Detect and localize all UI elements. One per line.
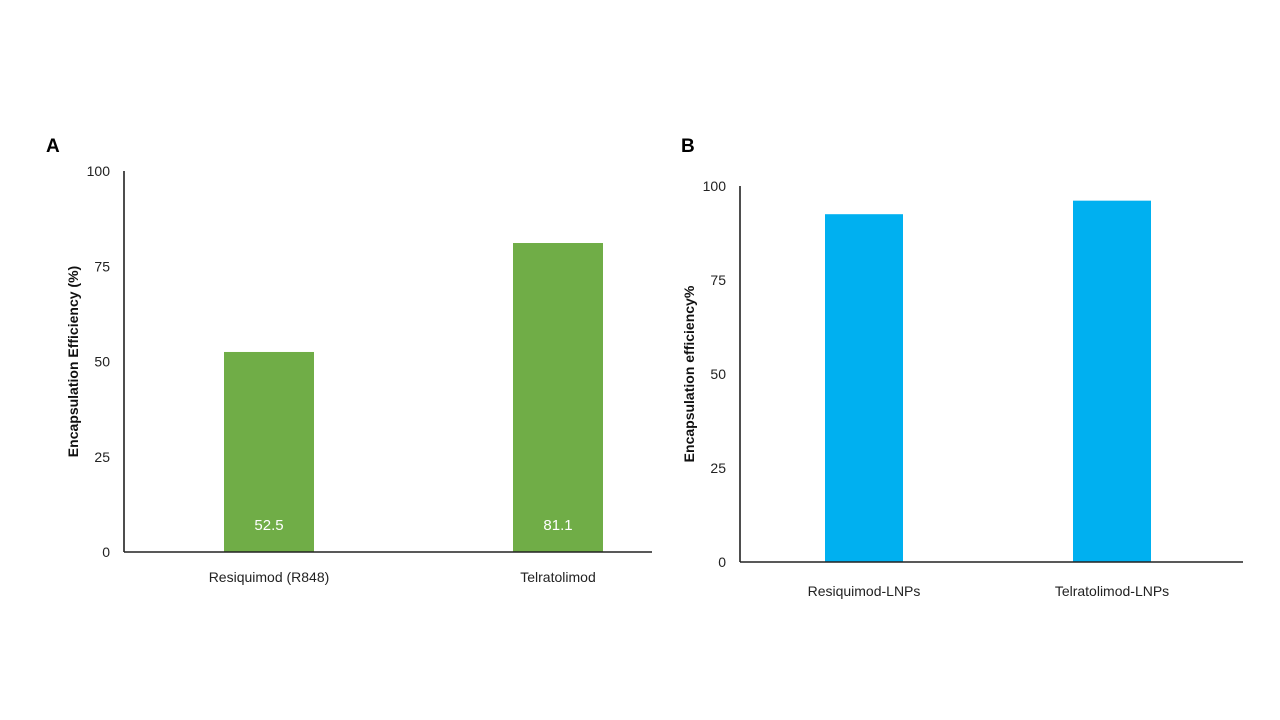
panel-b-category-label: Telratolimod-LNPs — [1055, 583, 1169, 599]
panel-a-chart: A 0 25 50 75 100 Resiquimod (R848) Telratolimo… — [46, 136, 652, 585]
panel-b-bar-1 — [825, 214, 903, 562]
panel-b-category-label: Resiquimod-LNPs — [808, 583, 921, 599]
panel-a-data-label: 52.5 — [254, 517, 283, 534]
panel-b-y-tick-label: 50 — [710, 366, 726, 382]
panel-a-category-label: Resiquimod (R848) — [209, 569, 330, 585]
panel-a-data-label: 81.1 — [543, 517, 572, 534]
panel-b-y-axis-title: Encapsulation efficiency% — [681, 285, 697, 462]
panel-a-y-tick-label: 0 — [102, 544, 110, 560]
panel-a-y-tick-label: 100 — [87, 163, 111, 179]
panel-a-letter: A — [46, 136, 60, 157]
panel-a-y-axis-title: Encapsulation Efficiency (%) — [65, 266, 81, 457]
panel-b-y-tick-label: 75 — [710, 272, 726, 288]
panel-b-y-tick-label: 25 — [710, 460, 726, 476]
panel-a-y-tick-label: 50 — [94, 354, 110, 370]
panel-a-y-tick-label: 25 — [94, 449, 110, 465]
panel-b-letter: B — [681, 136, 695, 157]
panel-b-y-tick-label: 100 — [703, 178, 727, 194]
panel-b-chart: B 0 25 50 75 100 Resiquimod-LNPs Telratolimod-… — [681, 136, 1243, 599]
panel-a-y-tick-label: 75 — [94, 258, 110, 274]
panel-b-y-tick-label: 0 — [718, 554, 726, 570]
panel-a-category-label: Telratolimod — [520, 569, 595, 585]
panel-a-bar-2 — [513, 243, 603, 552]
panel-b-bar-2 — [1073, 200, 1151, 562]
panel-a-bar-1 — [224, 351, 314, 552]
